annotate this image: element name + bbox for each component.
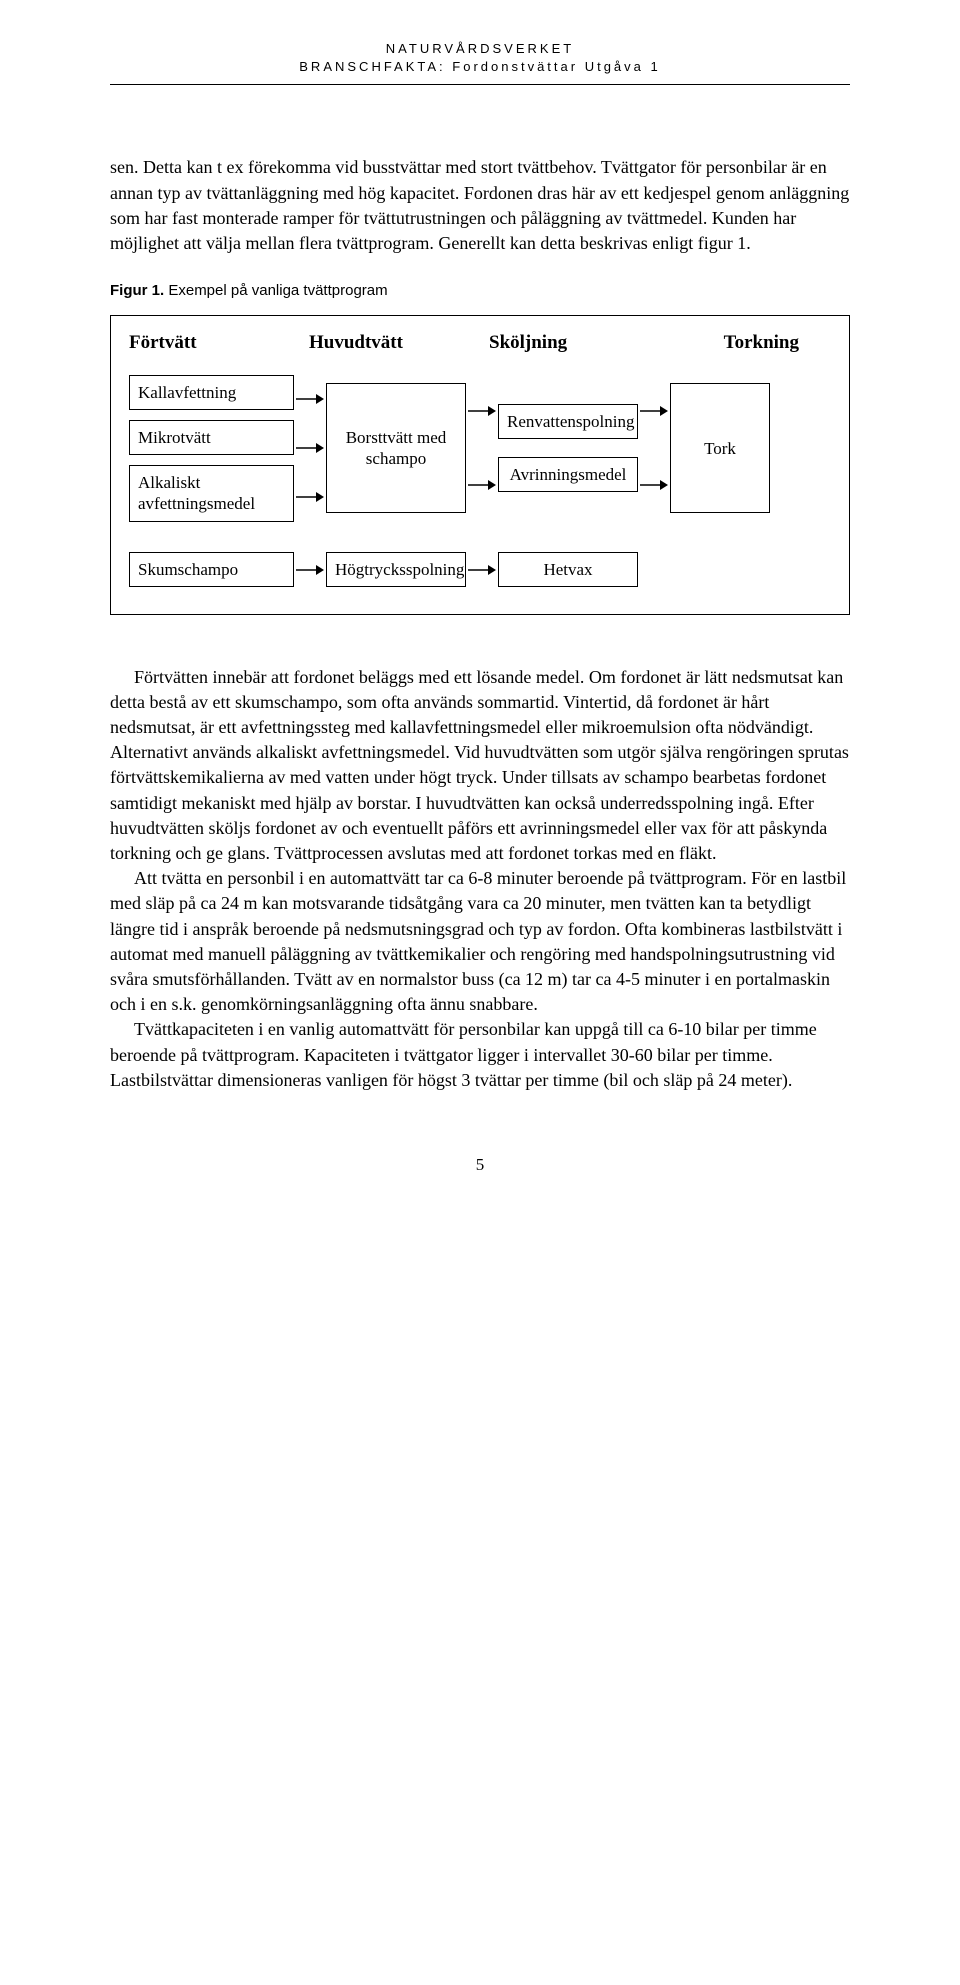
diagram-column-headers: Förtvätt Huvudtvätt Sköljning Torkning [129, 330, 831, 357]
body-paragraph-1: Förtvätten innebär att fordonet beläggs … [110, 665, 850, 867]
arrow-r2-2 [466, 550, 498, 590]
diagram-row2-col2: Högtrycksspolning [326, 552, 466, 587]
diagram-header-skoljning: Sköljning [489, 330, 659, 357]
diagram-col-skoljning: Renvattenspolning Avrinningsmedel [498, 375, 638, 522]
arrow-icon [296, 392, 324, 406]
box-tork: Tork [670, 383, 770, 513]
page-number: 5 [110, 1153, 850, 1177]
diagram-row-2: Skumschampo Högtrycksspolning Hetvax [129, 550, 831, 590]
arrow-icon [296, 490, 324, 504]
body-paragraph-3: Tvättkapaciteten i en vanlig automattvät… [110, 1017, 850, 1093]
arrow-icon [468, 563, 496, 577]
box-renvatten: Renvattenspolning [498, 404, 638, 439]
diagram-header-torkning: Torkning [659, 330, 799, 357]
header-org: NATURVÅRDSVERKET [110, 40, 850, 58]
box-avrinning: Avrinningsmedel [498, 457, 638, 492]
box-kallavfettning: Kallavfettning [129, 375, 294, 410]
figure-caption-text: Exempel på vanliga tvättprogram [168, 282, 387, 299]
box-hetvax: Hetvax [498, 552, 638, 587]
diagram-header-fortvat: Förtvätt [129, 330, 309, 357]
diagram-col-fortvat: Kallavfettning Mikrotvätt Alkaliskt avfe… [129, 375, 294, 522]
box-mikrotvatt: Mikrotvätt [129, 420, 294, 455]
diagram-header-huvudtvatt: Huvudtvätt [309, 330, 489, 357]
diagram-col-huvudtvatt: Borsttvätt med schampo [326, 375, 466, 522]
body-paragraph-2: Att tvätta en personbil i en automattvät… [110, 866, 850, 1017]
arrow-icon [468, 404, 496, 418]
intro-paragraph: sen. Detta kan t ex förekomma vid busstv… [110, 155, 850, 256]
diagram-row-1: Kallavfettning Mikrotvätt Alkaliskt avfe… [129, 375, 831, 522]
arrow-r2-1 [294, 550, 326, 590]
arrow-icon [296, 441, 324, 455]
arrows-3-4 [638, 375, 670, 522]
arrow-icon [640, 478, 668, 492]
diagram-row2-col1: Skumschampo [129, 552, 294, 587]
box-skumschampo: Skumschampo [129, 552, 294, 587]
header-subtitle: BRANSCHFAKTA: Fordonstvättar Utgåva 1 [110, 58, 850, 76]
arrows-2-3 [466, 375, 498, 522]
diagram-row2-col3: Hetvax [498, 552, 638, 587]
arrow-icon [640, 404, 668, 418]
box-alkaliskt: Alkaliskt avfettningsmedel [129, 465, 294, 522]
arrow-icon [296, 563, 324, 577]
figure-caption: Figur 1. Exempel på vanliga tvättprogram [110, 280, 850, 301]
box-hogtryck: Högtrycksspolning [326, 552, 466, 587]
box-borsttvatt: Borsttvätt med schampo [326, 383, 466, 513]
diagram-col-torkning: Tork [670, 375, 770, 522]
arrows-1-2 [294, 375, 326, 522]
wash-program-diagram: Förtvätt Huvudtvätt Sköljning Torkning K… [110, 315, 850, 615]
page-header: NATURVÅRDSVERKET BRANSCHFAKTA: Fordonstv… [110, 40, 850, 85]
figure-label: Figur 1. [110, 282, 164, 299]
arrow-icon [468, 478, 496, 492]
